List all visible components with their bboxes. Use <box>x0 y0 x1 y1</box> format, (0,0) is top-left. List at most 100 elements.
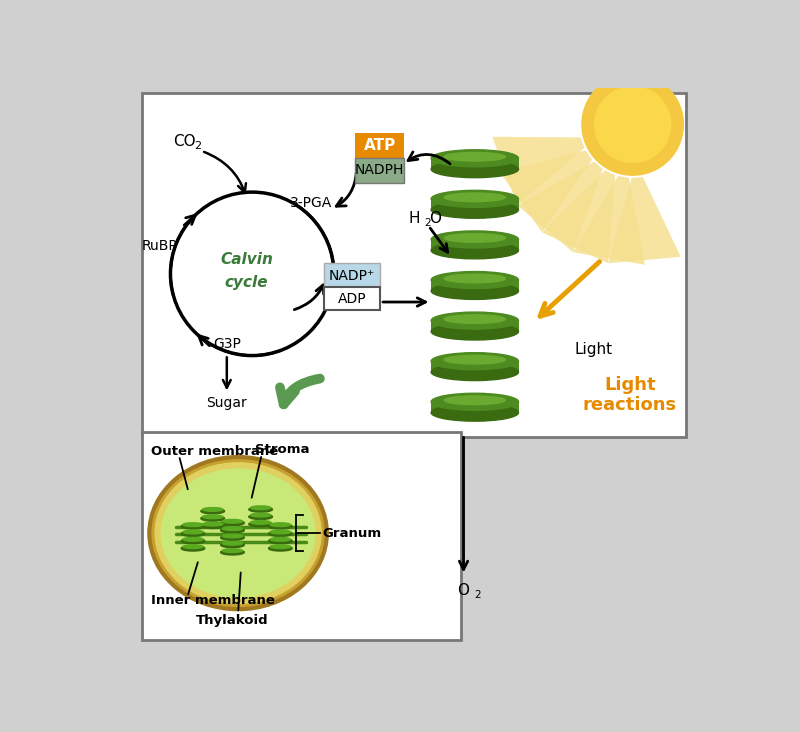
Ellipse shape <box>444 152 506 161</box>
Ellipse shape <box>222 520 242 523</box>
Circle shape <box>594 86 670 163</box>
Ellipse shape <box>249 521 273 527</box>
Text: Light: Light <box>574 343 612 357</box>
Ellipse shape <box>201 509 225 514</box>
Text: Outer membrane: Outer membrane <box>150 445 278 458</box>
Ellipse shape <box>221 550 244 555</box>
Ellipse shape <box>431 201 518 218</box>
FancyBboxPatch shape <box>324 287 380 310</box>
Ellipse shape <box>161 468 315 598</box>
Ellipse shape <box>221 520 244 526</box>
Ellipse shape <box>444 193 506 202</box>
Ellipse shape <box>221 528 244 533</box>
Ellipse shape <box>431 323 518 340</box>
Ellipse shape <box>221 542 244 548</box>
FancyBboxPatch shape <box>355 133 404 159</box>
Text: 2: 2 <box>474 590 481 600</box>
Ellipse shape <box>431 231 518 248</box>
Text: NADP⁺: NADP⁺ <box>329 269 375 283</box>
Ellipse shape <box>270 537 290 541</box>
Text: RuBP: RuBP <box>142 239 177 253</box>
Polygon shape <box>500 151 592 233</box>
Text: CO: CO <box>174 134 196 149</box>
Ellipse shape <box>431 242 518 259</box>
Text: Inner membrane: Inner membrane <box>150 594 274 608</box>
Ellipse shape <box>270 523 290 526</box>
Polygon shape <box>573 176 645 265</box>
Text: 2: 2 <box>194 141 202 151</box>
Text: Calvin: Calvin <box>220 253 273 267</box>
Text: Sugar: Sugar <box>206 397 247 411</box>
Ellipse shape <box>183 545 203 548</box>
Ellipse shape <box>269 538 292 544</box>
Ellipse shape <box>181 523 205 529</box>
Ellipse shape <box>431 190 518 207</box>
Text: ATP: ATP <box>363 138 396 154</box>
FancyBboxPatch shape <box>324 263 380 288</box>
Ellipse shape <box>202 515 222 519</box>
Ellipse shape <box>250 513 270 517</box>
Ellipse shape <box>431 150 518 167</box>
Bar <box>142 432 461 640</box>
Text: O: O <box>429 211 441 226</box>
Circle shape <box>582 74 683 175</box>
Polygon shape <box>518 162 602 253</box>
Ellipse shape <box>269 523 292 529</box>
Bar <box>431 361 518 372</box>
Ellipse shape <box>250 506 270 509</box>
Bar <box>431 280 518 291</box>
Ellipse shape <box>444 315 506 324</box>
Text: H: H <box>409 211 420 226</box>
Ellipse shape <box>269 531 292 537</box>
Bar <box>431 199 518 210</box>
Ellipse shape <box>201 516 225 521</box>
Ellipse shape <box>183 523 203 526</box>
Text: 3-PGA: 3-PGA <box>290 196 333 210</box>
Bar <box>431 158 518 169</box>
Polygon shape <box>492 137 585 205</box>
Text: Granum: Granum <box>322 526 382 539</box>
Bar <box>431 402 518 413</box>
Ellipse shape <box>222 534 242 538</box>
Ellipse shape <box>183 537 203 541</box>
Ellipse shape <box>222 549 242 553</box>
Text: Light
reactions: Light reactions <box>582 376 677 414</box>
Ellipse shape <box>222 542 242 545</box>
Ellipse shape <box>431 364 518 381</box>
Ellipse shape <box>250 520 270 524</box>
Bar <box>142 94 686 437</box>
Text: cycle: cycle <box>225 274 268 290</box>
Polygon shape <box>542 171 615 264</box>
Ellipse shape <box>181 538 205 544</box>
Ellipse shape <box>150 457 327 609</box>
Ellipse shape <box>181 531 205 537</box>
Text: NADPH: NADPH <box>355 163 404 177</box>
Ellipse shape <box>444 274 506 283</box>
Ellipse shape <box>202 507 222 512</box>
Ellipse shape <box>270 530 290 534</box>
Ellipse shape <box>201 523 225 529</box>
Ellipse shape <box>431 393 518 411</box>
Ellipse shape <box>249 507 273 512</box>
Text: O: O <box>458 583 470 598</box>
Ellipse shape <box>221 535 244 540</box>
Ellipse shape <box>202 522 222 526</box>
Ellipse shape <box>431 312 518 329</box>
Ellipse shape <box>181 545 205 551</box>
Bar <box>431 321 518 332</box>
Ellipse shape <box>269 545 292 551</box>
Text: ADP: ADP <box>338 291 366 306</box>
FancyBboxPatch shape <box>355 157 404 182</box>
Ellipse shape <box>222 527 242 531</box>
Ellipse shape <box>431 353 518 370</box>
Ellipse shape <box>183 530 203 534</box>
Text: Thylakoid: Thylakoid <box>196 614 269 627</box>
Ellipse shape <box>431 272 518 288</box>
Ellipse shape <box>270 545 290 548</box>
Ellipse shape <box>431 404 518 421</box>
Text: G3P: G3P <box>213 337 241 351</box>
Ellipse shape <box>154 462 322 604</box>
Ellipse shape <box>444 234 506 242</box>
Bar <box>431 239 518 250</box>
Ellipse shape <box>444 396 506 405</box>
